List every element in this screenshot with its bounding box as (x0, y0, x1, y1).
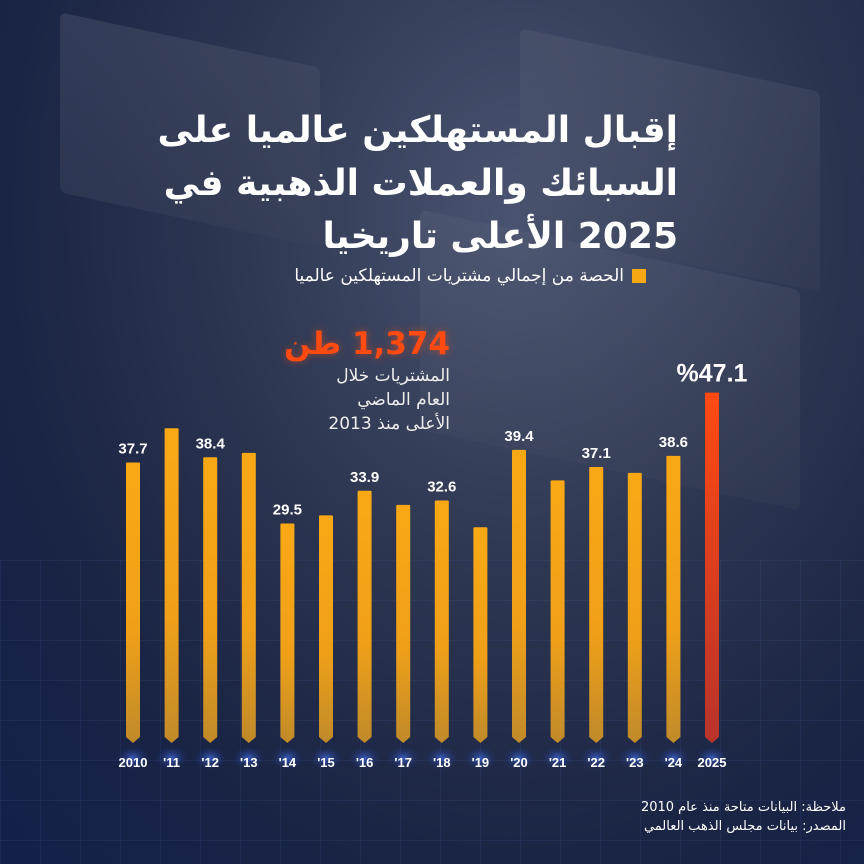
tick-pill (540, 746, 575, 770)
legend: الحصة من إجمالي مشتريات المستهلكين عالمي… (294, 266, 646, 286)
data-label: 39.4 (504, 428, 534, 445)
tick-pill (154, 746, 189, 770)
bar-2025 (705, 392, 719, 743)
tick-pill (309, 746, 343, 770)
bar-'18 (434, 500, 449, 743)
x-tick-label: '12 (201, 755, 219, 770)
bar-'17 (396, 504, 411, 743)
x-tick-label: '23 (626, 755, 644, 770)
annotation-line: الأعلى منذ 2013 (328, 414, 450, 434)
bar-'16 (357, 490, 372, 743)
bar-'20 (512, 449, 526, 743)
x-tick-label: '15 (317, 755, 335, 770)
annotation: 1,374 طن المشتريات خلال العام الماضي الأ… (270, 326, 450, 436)
data-label: %47.1 (677, 360, 748, 388)
bar-'19 (473, 527, 488, 743)
data-label: 38.4 (196, 435, 226, 452)
x-tick-label: '19 (472, 755, 490, 770)
data-label: 37.7 (118, 441, 147, 458)
footnotes: ملاحظة: البيانات متاحة منذ عام 2010 المص… (641, 798, 846, 836)
tick-pill (231, 746, 266, 770)
source-text: المصدر: بيانات مجلس الذهب العالمي (643, 819, 846, 834)
x-tick-label: '13 (240, 755, 258, 770)
tick-pill (617, 746, 652, 770)
background-grid (0, 560, 864, 864)
title-line: إقبال المستهلكين عالميا على (157, 110, 678, 151)
annotation-line: المشتريات خلال (336, 366, 450, 386)
x-tick-label: '11 (163, 755, 180, 770)
data-label: 32.6 (427, 478, 456, 495)
x-tick-label: 2025 (698, 755, 727, 770)
data-label: 37.1 (582, 445, 611, 462)
x-tick-label: '18 (433, 755, 451, 770)
chart-title: إقبال المستهلكين عالميا على السبائك والع… (118, 104, 678, 263)
note-text: ملاحظة: البيانات متاحة منذ عام 2010 (640, 800, 846, 815)
x-tick-label: '16 (356, 755, 374, 770)
annotation-value: 1,374 طن (284, 326, 450, 362)
bar-'15 (319, 515, 333, 743)
data-label: 33.9 (350, 469, 379, 486)
x-tick-label: '21 (549, 755, 567, 770)
bar-'21 (550, 480, 565, 743)
bar-2010 (126, 462, 140, 743)
tick-pill (502, 746, 536, 770)
x-tick-label: '17 (394, 755, 412, 770)
x-tick-label: '20 (510, 755, 528, 770)
data-label: 38.6 (659, 434, 688, 451)
bar-'24 (666, 455, 681, 743)
tick-pill (695, 746, 729, 770)
bar-'12 (203, 457, 218, 743)
bar-'14 (280, 523, 295, 743)
tick-pill (116, 746, 150, 770)
legend-label: الحصة من إجمالي مشتريات المستهلكين عالمي… (294, 266, 624, 286)
legend-swatch (632, 269, 646, 283)
tick-pill (270, 746, 305, 770)
tick-pill (424, 746, 459, 770)
x-tick-label: '24 (665, 755, 683, 770)
x-tick-label: '14 (279, 755, 297, 770)
tick-pill (386, 746, 421, 770)
title-line: السبائك والعملات الذهبية في (163, 163, 678, 204)
bar-'22 (589, 466, 604, 743)
tick-pill (463, 746, 498, 770)
title-line: 2025 الأعلى تاريخيا (322, 216, 678, 257)
bar-'23 (627, 472, 642, 743)
annotation-line: العام الماضي (357, 390, 450, 410)
tick-pill (656, 746, 691, 770)
bar-'13 (241, 452, 256, 743)
x-tick-label: '22 (587, 755, 605, 770)
tick-pill (347, 746, 382, 770)
tick-pill (193, 746, 228, 770)
tick-pill (579, 746, 614, 770)
bar-'11 (164, 428, 179, 743)
data-label: 29.5 (273, 502, 302, 519)
x-tick-label: 2010 (119, 755, 148, 770)
